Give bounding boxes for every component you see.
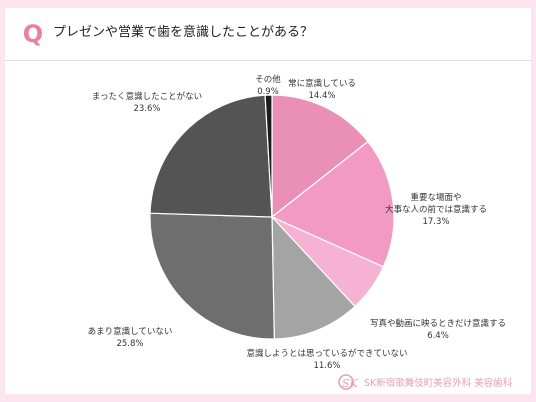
clinic-logo: SK bbox=[338, 374, 359, 390]
footer-text: SK新宿歌舞伎町美容外科 美容歯科 bbox=[364, 378, 513, 389]
question-header: Q プレゼンや営業で歯を意識したことがある？ bbox=[5, 8, 531, 61]
slice-value: 14.4% bbox=[308, 91, 335, 101]
slice-label: 常に意識している 14.4% bbox=[288, 78, 356, 101]
slice-label: 重要な場面や大事な人の前では意識する 17.3% bbox=[385, 192, 487, 227]
slice-label: 意識しようとは思っているができていない 11.6% bbox=[246, 348, 407, 371]
slice-value: 6.4% bbox=[427, 331, 449, 341]
svg-text:SK: SK bbox=[342, 377, 359, 390]
slice-label: あまり意識していない 25.8% bbox=[88, 326, 173, 349]
slice-value: 25.8% bbox=[116, 339, 143, 349]
pie-slice bbox=[264, 94, 273, 218]
slice-value: 23.6% bbox=[133, 104, 160, 114]
slice-value: 17.3% bbox=[422, 217, 449, 227]
slice-label: その他 0.9% bbox=[255, 74, 281, 97]
pie-slice bbox=[149, 94, 273, 218]
pie-slice bbox=[271, 94, 369, 219]
slice-value: 11.6% bbox=[313, 361, 340, 371]
question-title: プレゼンや営業で歯を意識したことがある？ bbox=[53, 25, 314, 40]
footer-brand: SK SK新宿歌舞伎町美容外科 美容歯科 bbox=[338, 372, 512, 392]
pie-slice bbox=[149, 212, 275, 340]
pie-slice bbox=[271, 215, 356, 340]
slice-label: 写真や動画に映るときだけ意識する 6.4% bbox=[370, 318, 506, 341]
pie-slice bbox=[270, 140, 395, 268]
q-badge: Q bbox=[22, 20, 44, 48]
pie-labels: 常に意識している 14.4% 重要な場面や大事な人の前では意識する 17.3% 写真や動… bbox=[88, 74, 506, 371]
slice-value: 0.9% bbox=[257, 87, 279, 97]
slice-label: まったく意識したことがない 23.6% bbox=[92, 91, 202, 114]
pie-slices bbox=[149, 94, 395, 340]
